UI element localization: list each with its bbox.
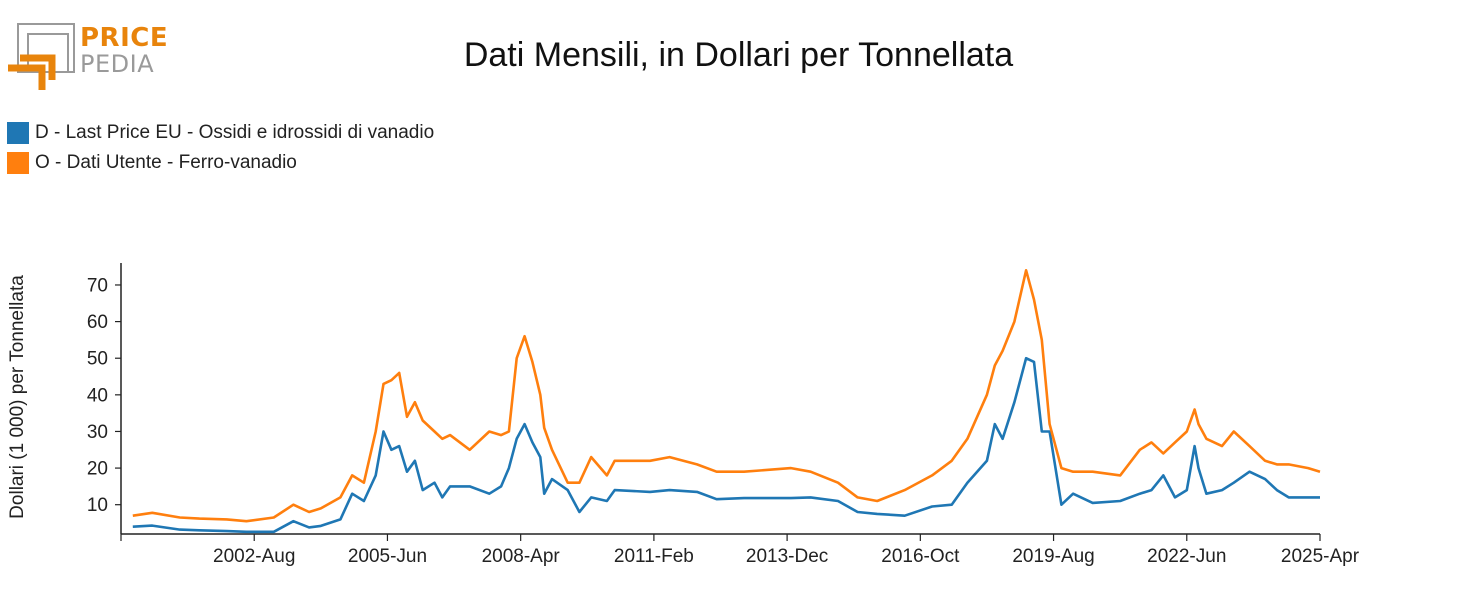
legend-label-ferrovanadium: O - Dati Utente - Ferro-vanadio [35,152,297,173]
x-tick-label: 2022-Jun [1147,546,1226,567]
pricepedia-logo: PRICE PEDIA [6,20,176,95]
legend-swatch-ferrovanadium [7,152,29,174]
chart-title: Dati Mensili, in Dollari per Tonnellata [463,36,1014,74]
logo-word-pedia: PEDIA [80,50,155,78]
y-tick-label: 30 [87,422,108,443]
series-line-1 [132,269,1321,523]
x-tick-label: 2011-Feb [614,546,694,567]
x-tick-label: 2019-Aug [1012,546,1094,567]
series-line-0 [132,356,1320,534]
legend-item-oxides[interactable]: D - Last Price EU - Ossidi e idrossidi d… [7,118,434,148]
chart-lines [132,269,1321,534]
x-tick-label: 2013-Dec [746,546,828,567]
y-tick-label: 50 [87,349,108,370]
chart-axes: 10 20 30 40 50 60 70 2002-Aug 2005-Jun 2008-Apr 20… [87,263,1360,567]
x-tick-label: 2025-Apr [1281,546,1360,567]
y-tick-label: 20 [87,459,108,480]
legend-label-oxides: D - Last Price EU - Ossidi e idrossidi d… [35,122,435,143]
y-tick-label: 60 [87,312,108,333]
y-tick-label: 10 [87,495,108,516]
x-tick-label: 2016-Oct [881,546,960,567]
legend: D - Last Price EU - Ossidi e idrossidi d… [7,118,434,178]
x-tick-label: 2005-Jun [348,546,427,567]
x-tick-label: 2002-Aug [213,546,295,567]
logo-mark-icon [8,23,75,90]
y-axis-label: Dollari (1 000) per Tonnellata [7,275,28,519]
logo-word-price: PRICE [80,23,169,53]
legend-swatch-oxides [7,122,29,144]
x-tick-label: 2008-Apr [482,546,561,567]
y-tick-label: 70 [87,275,108,296]
y-tick-label: 40 [87,385,108,406]
legend-item-ferrovanadium[interactable]: O - Dati Utente - Ferro-vanadio [7,148,434,178]
